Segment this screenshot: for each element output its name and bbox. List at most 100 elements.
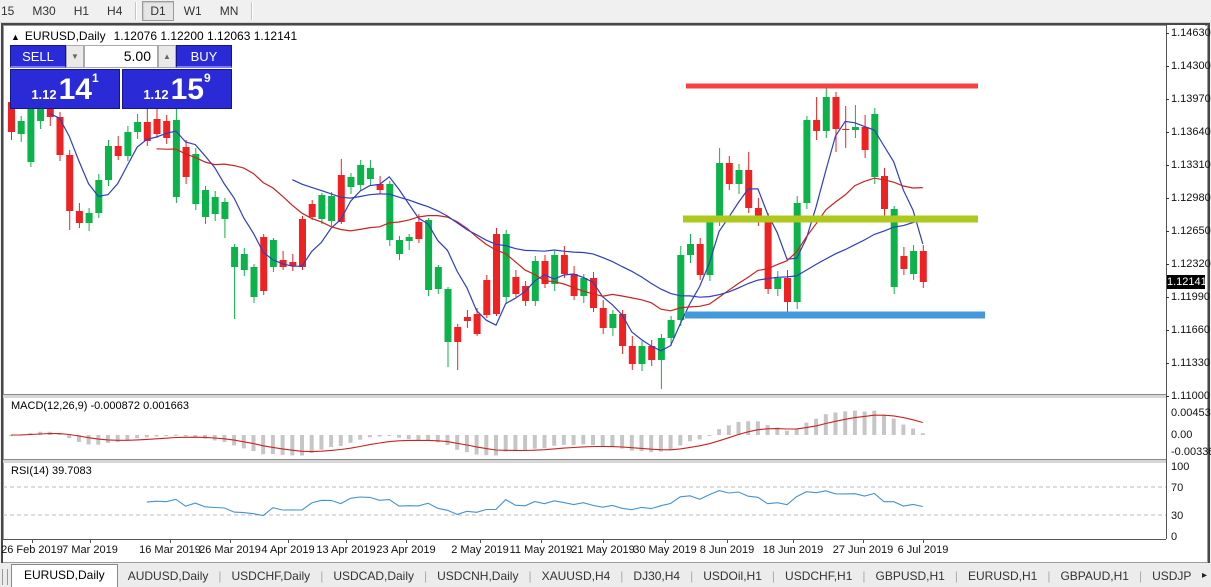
price-axis-tick <box>1166 330 1169 331</box>
sell-button[interactable]: SELL <box>10 45 66 68</box>
time-axis-tick <box>230 539 231 543</box>
buy-button[interactable]: BUY <box>176 45 232 68</box>
timeframe-button-d1[interactable]: D1 <box>142 1 174 21</box>
macd-histogram-bar <box>804 422 809 435</box>
macd-histogram-bar <box>435 435 440 443</box>
price-axis-tick <box>1166 33 1169 34</box>
macd-pane-splitter[interactable] <box>3 394 1166 398</box>
candle-body <box>386 184 394 240</box>
chart-tab-usdcad-daily[interactable]: USDCAD,Daily <box>333 569 414 583</box>
macd-histogram-bar <box>125 435 130 441</box>
chart-tab-eurusd-daily[interactable]: EURUSD,Daily <box>11 564 118 587</box>
hline-resistance[interactable] <box>686 83 978 89</box>
time-axis-tick <box>793 539 794 543</box>
volume-decrease-button[interactable]: ▼ <box>66 45 84 68</box>
macd-histogram-bar <box>309 435 314 453</box>
toolbar-separator <box>251 2 254 20</box>
time-axis-label: 18 Jun 2019 <box>762 544 824 556</box>
time-axis-label: 30 May 2019 <box>633 544 697 556</box>
candle-body <box>784 278 791 302</box>
candle-body <box>580 278 588 296</box>
chart-tab-gbpusd-h1[interactable]: GBPUSD,H1 <box>875 569 945 583</box>
tab-scroll-right-icon[interactable]: ▸ <box>1201 570 1207 581</box>
macd-histogram-bar <box>426 435 431 441</box>
price-axis-label: 1.14630 <box>1171 27 1211 39</box>
macd-histogram-bar <box>154 435 159 437</box>
rsi-axis-label: 30 <box>1171 510 1184 522</box>
price-axis: 1.14630 1.14300 1.13970 1.13640 1.13310 1.129… <box>1166 25 1211 543</box>
candle-body <box>202 190 209 217</box>
macd-histogram-bar <box>494 435 498 456</box>
rsi-pane-splitter[interactable] <box>3 459 1166 463</box>
timeframe-toolbar: 15 M30 H1 H4 D1 W1 MN <box>0 0 1211 23</box>
volume-input[interactable]: 5.00 <box>84 45 158 68</box>
chart-title: ▲ EURUSD,Daily 1.12076 1.12200 1.12063 1.1… <box>11 29 297 43</box>
macd-histogram-bar <box>678 435 683 446</box>
timeframe-button-m30[interactable]: M30 <box>32 4 56 18</box>
candle-body <box>541 261 549 284</box>
candle-body <box>260 237 268 291</box>
moving-average-5 <box>49 113 924 352</box>
rsi-canvas[interactable] <box>3 462 1166 539</box>
chart-tab-usdchf-h1[interactable]: USDCHF,H1 <box>785 569 853 583</box>
macd-histogram-bar <box>882 415 886 435</box>
candle-body <box>337 175 345 222</box>
chart-window[interactable]: ▲ EURUSD,Daily 1.12076 1.12200 1.12063 1.1… <box>1 23 1211 565</box>
chart-tab-xauusd-h4[interactable]: XAUUSD,H4 <box>541 569 611 583</box>
macd-histogram-bar <box>726 425 731 435</box>
timeframe-button-h4[interactable]: H4 <box>107 4 123 18</box>
sell-price-prefix: 1.12 <box>31 87 57 102</box>
chart-tab-eurusd-h1[interactable]: EURUSD,H1 <box>967 569 1038 583</box>
macd-histogram-bar <box>377 435 382 437</box>
candle-body <box>454 327 462 342</box>
collapse-icon[interactable]: ▲ <box>11 32 20 42</box>
timeframe-button-15[interactable]: 15 <box>1 4 15 18</box>
candle-body <box>706 220 714 275</box>
candle-body <box>919 251 927 282</box>
macd-canvas[interactable] <box>3 397 1166 459</box>
candle-body <box>114 146 122 156</box>
candle-body <box>725 163 733 184</box>
rsi-axis-label: 70 <box>1171 482 1184 494</box>
volume-increase-button[interactable]: ▲ <box>158 45 176 68</box>
macd-histogram-bar <box>765 425 770 435</box>
macd-axis-label: 0.004537 <box>1171 407 1211 419</box>
candle-body <box>27 99 35 162</box>
candle-body <box>560 255 568 274</box>
chart-tab-usdoil-h1[interactable]: USDOil,H1 <box>703 569 762 583</box>
macd-histogram-bar <box>9 435 13 436</box>
tabbar-grip[interactable] <box>2 569 8 585</box>
macd-histogram-bar <box>814 418 819 435</box>
candle-body <box>890 209 898 287</box>
tab-separator: | <box>424 569 428 583</box>
macd-histogram-bar <box>600 435 605 447</box>
chart-tab-usdcnh-daily[interactable]: USDCNH,Daily <box>437 569 519 583</box>
price-axis-tick <box>1166 231 1169 232</box>
one-click-trading-widget: SELL ▼ 5.00 ▲ BUY 1.12 14 1 1.12 15 9 <box>10 45 232 109</box>
chart-tab-audusd-daily[interactable]: AUDUSD,Daily <box>127 569 209 583</box>
candle-body <box>405 237 413 241</box>
candle-body <box>590 278 597 308</box>
main-chart-canvas[interactable] <box>3 26 1166 394</box>
macd-histogram-bar <box>144 435 149 438</box>
macd-histogram-bar <box>823 414 828 435</box>
sell-price-panel[interactable]: 1.12 14 1 <box>10 69 120 109</box>
candle-body <box>376 184 384 190</box>
candle-body <box>667 320 675 338</box>
buy-price-panel[interactable]: 1.12 15 9 <box>122 69 232 109</box>
timeframe-button-h1[interactable]: H1 <box>73 4 90 18</box>
chart-tab-gbpaud-h1[interactable]: GBPAUD,H1 <box>1060 569 1129 583</box>
hline-mid-level[interactable] <box>683 215 978 223</box>
rsi-axis-label: 100 <box>1171 461 1190 473</box>
chart-tab-usdchf-daily[interactable]: USDCHF,Daily <box>231 569 311 583</box>
timeframe-button-mn[interactable]: MN <box>219 4 239 18</box>
chart-tab-dj30-h4[interactable]: DJ30,H4 <box>633 569 681 583</box>
timeframe-button-w1[interactable]: W1 <box>183 4 202 18</box>
time-axis-tick <box>346 539 347 543</box>
chart-tab-usdjp[interactable]: USDJP <box>1152 569 1192 583</box>
candle-body <box>75 211 83 223</box>
hline-support[interactable] <box>685 311 985 319</box>
tab-separator: | <box>954 569 958 583</box>
time-axis: 26 Feb 2019 7 Mar 2019 16 Mar 2019 26 Mar 2… <box>1 539 1166 562</box>
time-axis-label: 23 Apr 2019 <box>376 544 436 556</box>
